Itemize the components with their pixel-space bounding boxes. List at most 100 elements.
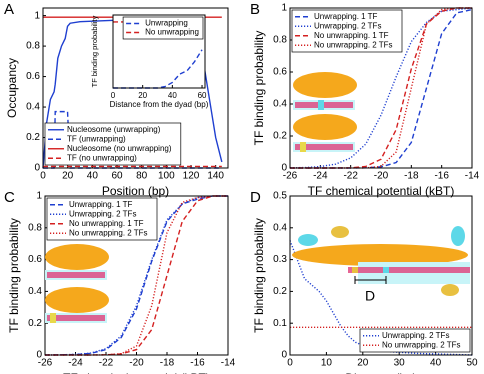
- y-tick-label: 0.2: [28, 318, 42, 329]
- y-tick-label: 0.4: [26, 102, 40, 113]
- x-tick-label: -22: [99, 358, 114, 369]
- x-tick-label: -24: [313, 171, 328, 182]
- y-tick-label: 0.5: [273, 191, 287, 202]
- x-axis-label: Distance from the dyad (bp): [110, 100, 209, 109]
- x-axis-label: TF chemical potential (kBT): [308, 184, 455, 198]
- legend-label: Unwrapping. 2 TFs: [69, 209, 136, 218]
- y-tick-label: 0.4: [28, 286, 42, 297]
- legend-label: No unwrapping. 2 TFs: [314, 40, 393, 49]
- legend-label: Unwrapping. 2 TFs: [314, 21, 381, 30]
- y-tick-label: 1: [36, 191, 42, 202]
- x-tick-label: -18: [404, 171, 419, 182]
- y-axis-label: TF binding probability: [252, 31, 266, 146]
- legend-label: No unwrapping. 2 TFs: [69, 228, 148, 237]
- y-tick-label: 0.8: [273, 35, 287, 46]
- y-tick-label: 1: [281, 3, 287, 14]
- x-tick-label: 60: [111, 171, 123, 182]
- y-tick-label: 0.8: [28, 222, 42, 233]
- plot-lines: [289, 240, 473, 356]
- x-tick-label: -18: [160, 358, 175, 369]
- x-tick-label: 20: [138, 91, 147, 100]
- x-tick-label: 0: [111, 91, 116, 100]
- y-tick-label: 0.4: [273, 99, 287, 110]
- y-tick-label: 0: [281, 163, 287, 174]
- y-axis-label: TF binding probability: [7, 218, 21, 333]
- y-axis-label: TF binding probability: [252, 218, 266, 333]
- legend-label: No unwrapping. 1 TF: [69, 219, 144, 228]
- axes-frame: [42, 7, 229, 169]
- x-tick-label: -20: [374, 171, 389, 182]
- legend-label: Unwrapping. 1 TF: [314, 12, 378, 21]
- x-tick-label: -26: [283, 171, 298, 182]
- y-tick-label: 0.4: [273, 222, 287, 233]
- legend-label: Unwrapping: [145, 19, 188, 28]
- x-tick-label: -14: [465, 171, 480, 182]
- x-tick-label: 120: [183, 171, 200, 182]
- x-tick-label: 10: [321, 358, 333, 369]
- series-line: [45, 195, 228, 356]
- plot-lines: [113, 21, 203, 89]
- panel-label: C: [4, 189, 15, 206]
- legend-label: Nucleosome (unwrapping): [67, 125, 161, 134]
- x-axis-label: Distance (bp): [345, 371, 416, 374]
- legend-label: Unwrapping. 1 TF: [69, 200, 133, 209]
- x-tick-label: 80: [136, 171, 148, 182]
- y-tick-label: 0.6: [28, 254, 42, 265]
- x-tick-label: -26: [38, 358, 53, 369]
- x-tick-label: 40: [168, 91, 177, 100]
- y-tick-label: 0.2: [26, 132, 40, 143]
- x-tick-label: 40: [87, 171, 99, 182]
- legend-box: [359, 328, 471, 353]
- x-tick-label: -16: [190, 358, 205, 369]
- x-axis-label: Position (bp): [102, 184, 169, 198]
- x-tick-label: 30: [394, 358, 406, 369]
- legend-label: Nucleosome (no unwrapping): [67, 144, 172, 153]
- legend-label: Unwrapping. 2 TFs: [382, 331, 449, 340]
- x-tick-label: -22: [343, 171, 358, 182]
- x-tick-label: 60: [198, 91, 207, 100]
- legend-label: No unwrapping. 2 TFs: [382, 340, 461, 349]
- cartoon-b: [293, 72, 357, 152]
- axes-frame: [112, 14, 206, 89]
- x-tick-label: 40: [430, 358, 442, 369]
- series-line: [44, 195, 228, 356]
- y-tick-label: 0.8: [26, 41, 40, 52]
- y-tick-label: 0.1: [273, 318, 287, 329]
- x-tick-label: 20: [357, 358, 369, 369]
- x-tick-label: 140: [207, 171, 224, 182]
- legend-label: No unwrapping. 1 TF: [314, 31, 389, 40]
- legend-box: [44, 122, 182, 166]
- x-tick-label: 0: [40, 171, 46, 182]
- x-tick-label: 0: [287, 358, 293, 369]
- legend-box: [122, 16, 204, 40]
- x-tick-label: -20: [129, 358, 144, 369]
- series-line: [289, 7, 473, 169]
- axes-frame: [289, 7, 473, 169]
- y-axis-label: TF binding probability: [90, 15, 99, 87]
- x-tick-label: -14: [221, 358, 236, 369]
- x-tick-label: -24: [68, 358, 83, 369]
- y-tick-label: 0: [36, 350, 42, 361]
- y-tick-label: 0.6: [26, 71, 40, 82]
- x-tick-label: 100: [158, 171, 175, 182]
- y-tick-label: 0.2: [273, 131, 287, 142]
- legend-label: TF (unwrapping): [67, 134, 126, 143]
- y-tick-label: 0.3: [273, 254, 287, 265]
- y-tick-label: 0.2: [273, 286, 287, 297]
- series-line: [113, 49, 203, 89]
- cartoon-d: D: [292, 226, 470, 304]
- y-tick-label: 0: [34, 163, 40, 174]
- y-axis-label: Occupancy: [5, 58, 19, 118]
- legend-label: No unwrapping: [145, 28, 199, 37]
- axes-frame: [289, 195, 473, 356]
- cartoon-c: [45, 244, 109, 323]
- x-axis-label: TF chemical potential (kBT): [63, 371, 210, 374]
- x-tick-label: 20: [62, 171, 74, 182]
- panel-label: B: [250, 1, 260, 18]
- series-line: [290, 7, 472, 169]
- x-tick-label: -16: [434, 171, 449, 182]
- y-tick-label: 0.6: [273, 67, 287, 78]
- y-tick-label: 1: [34, 10, 40, 21]
- panel-label: D: [250, 189, 261, 206]
